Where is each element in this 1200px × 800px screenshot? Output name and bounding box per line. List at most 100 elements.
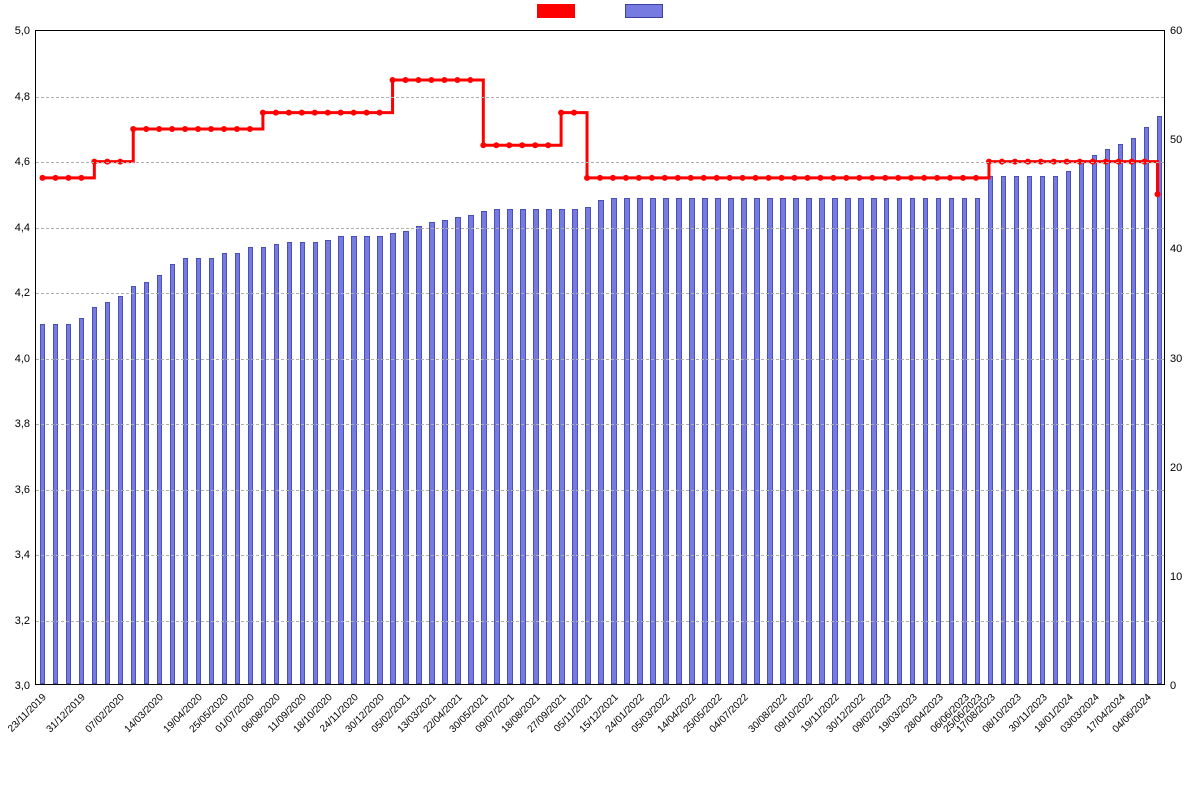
bar <box>494 209 500 684</box>
y-left-tick: 3,8 <box>15 418 36 430</box>
bar <box>1040 176 1046 684</box>
bar <box>806 198 812 684</box>
bar <box>351 236 357 684</box>
bar <box>442 220 448 684</box>
y-right-tick: 0 <box>1164 680 1176 692</box>
bar <box>637 198 643 684</box>
y-right-tick: 30 <box>1164 353 1182 365</box>
y-left-tick: 4,0 <box>15 353 36 365</box>
y-left-tick: 3,0 <box>15 680 36 692</box>
y-left-tick: 3,2 <box>15 615 36 627</box>
bar <box>962 198 968 684</box>
bar <box>897 198 903 684</box>
bar <box>248 247 254 684</box>
bar <box>819 198 825 684</box>
bar <box>53 324 59 684</box>
bar <box>416 226 422 685</box>
bar <box>715 198 721 684</box>
y-right-tick: 50 <box>1164 134 1182 146</box>
bar <box>572 209 578 684</box>
bar <box>468 215 474 684</box>
bar <box>1027 176 1033 684</box>
bar <box>1079 160 1085 684</box>
bar <box>611 198 617 684</box>
bar <box>131 286 137 684</box>
legend-line-swatch <box>537 4 575 18</box>
bar <box>235 253 241 684</box>
bar <box>274 244 280 684</box>
bar <box>832 198 838 684</box>
y-right-tick: 20 <box>1164 462 1182 474</box>
dual-axis-chart: 3,03,23,43,63,84,04,24,44,64,85,00102030… <box>0 0 1200 800</box>
gridline <box>36 359 1164 360</box>
bar <box>520 209 526 684</box>
legend-bar-swatch <box>625 4 663 18</box>
gridline <box>36 228 1164 229</box>
bar <box>144 282 150 684</box>
bar <box>261 247 267 684</box>
bar <box>300 242 306 684</box>
y-left-tick: 4,4 <box>15 222 36 234</box>
bar <box>455 217 461 684</box>
bar <box>546 209 552 684</box>
legend <box>537 4 663 18</box>
gridline <box>36 162 1164 163</box>
bar <box>1014 176 1020 684</box>
bar <box>533 209 539 684</box>
bar <box>884 198 890 684</box>
x-tick-label: 14/03/2020 <box>123 692 166 735</box>
bar <box>1066 171 1072 684</box>
bar <box>287 242 293 684</box>
bar <box>858 198 864 684</box>
bar <box>481 211 487 684</box>
bar <box>390 233 396 684</box>
bar <box>845 198 851 684</box>
gridline <box>36 621 1164 622</box>
y-right-tick: 40 <box>1164 243 1182 255</box>
x-tick-label: 07/02/2020 <box>84 692 127 735</box>
bar <box>338 236 344 684</box>
bar <box>702 198 708 684</box>
bar <box>780 198 786 684</box>
bar <box>79 318 85 684</box>
bar <box>1144 127 1150 684</box>
bar <box>975 198 981 684</box>
bar <box>377 236 383 684</box>
y-left-tick: 5,0 <box>15 25 36 37</box>
bar <box>222 253 228 684</box>
bar <box>663 198 669 684</box>
bar <box>988 176 994 684</box>
gridline <box>36 555 1164 556</box>
bar <box>1118 144 1124 684</box>
y-left-tick: 3,6 <box>15 484 36 496</box>
gridline <box>36 293 1164 294</box>
bar <box>429 222 435 684</box>
bar <box>741 198 747 684</box>
y-left-tick: 3,4 <box>15 549 36 561</box>
bar <box>949 198 955 684</box>
bar <box>689 198 695 684</box>
bar <box>754 198 760 684</box>
bar <box>157 275 163 684</box>
bar <box>507 209 513 684</box>
y-left-tick: 4,6 <box>15 156 36 168</box>
bar <box>871 198 877 684</box>
bar <box>403 231 409 684</box>
bar <box>40 324 46 684</box>
bar <box>1053 176 1059 684</box>
bar <box>910 198 916 684</box>
bar <box>728 198 734 684</box>
bar <box>585 207 591 684</box>
bar <box>598 200 604 684</box>
y-right-tick: 60 <box>1164 25 1182 37</box>
y-right-tick: 10 <box>1164 571 1182 583</box>
x-tick-label: 31/12/2019 <box>45 692 88 735</box>
plot-area: 3,03,23,43,63,84,04,24,44,64,85,00102030… <box>35 30 1165 685</box>
bar <box>559 209 565 684</box>
bar <box>767 198 773 684</box>
bar <box>793 198 799 684</box>
bar <box>325 240 331 684</box>
bar <box>1001 176 1007 684</box>
bar <box>624 198 630 684</box>
bar <box>92 307 98 684</box>
